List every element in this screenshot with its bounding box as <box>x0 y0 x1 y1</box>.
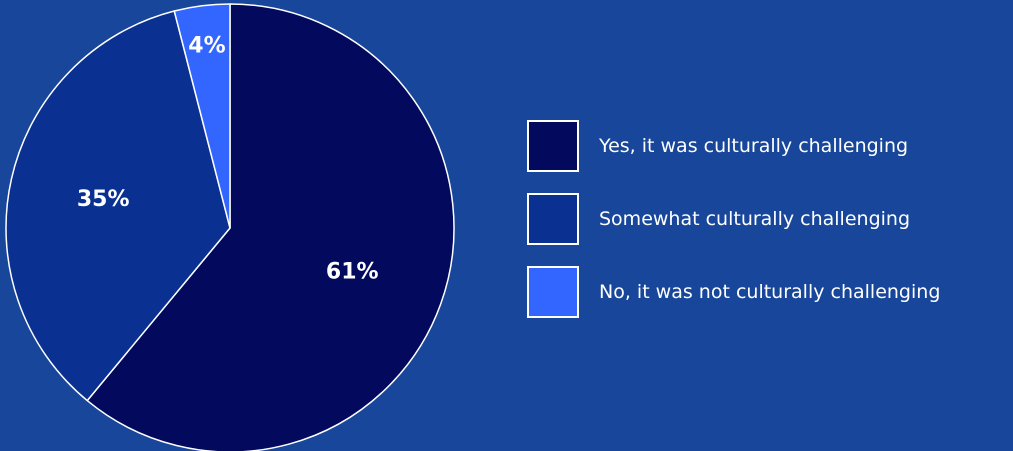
slice-data-label: 35% <box>77 187 130 212</box>
legend-label: Yes, it was culturally challenging <box>599 135 909 157</box>
legend-swatch <box>527 193 579 245</box>
pie-slice <box>86 3 455 451</box>
legend-item: No, it was not culturally challenging <box>527 266 940 318</box>
legend-item: Yes, it was culturally challenging <box>527 120 940 172</box>
slice-data-label: 4% <box>188 33 225 58</box>
pie-slice <box>173 3 231 229</box>
pie-slice <box>5 10 231 402</box>
legend-swatch <box>527 266 579 318</box>
legend-swatch <box>527 120 579 172</box>
legend: Yes, it was culturally challenging Somew… <box>527 120 940 339</box>
pie-chart: 61% 35% 4% <box>5 3 455 451</box>
legend-label: No, it was not culturally challenging <box>599 281 941 303</box>
legend-item: Somewhat culturally challenging <box>527 193 940 245</box>
legend-label: Somewhat culturally challenging <box>599 208 911 230</box>
slice-data-label: 61% <box>326 260 379 285</box>
